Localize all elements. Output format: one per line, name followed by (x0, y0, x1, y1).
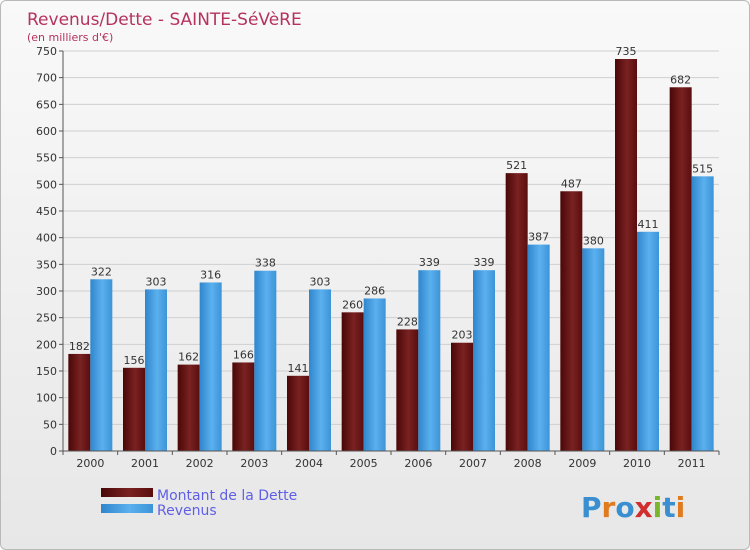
bar-dette (68, 353, 91, 451)
x-tick-label: 2010 (623, 457, 651, 470)
y-tick-label: 350 (36, 258, 57, 271)
y-tick-label: 0 (50, 445, 57, 458)
y-tick-label: 200 (36, 338, 57, 351)
grid-lines (63, 50, 719, 452)
y-tick-label: 550 (36, 152, 57, 165)
bar-dette (287, 375, 309, 451)
bar-dette (123, 367, 145, 451)
value-label: 322 (91, 265, 112, 278)
bar-dette (560, 191, 583, 451)
bar-revenus (691, 176, 714, 452)
x-tick-label: 2001 (131, 457, 159, 470)
y-tick-label: 50 (43, 418, 57, 431)
bar-dette (396, 329, 419, 451)
value-label: 303 (146, 275, 167, 288)
x-tick-label: 2004 (295, 457, 323, 470)
x-tick-label: 2006 (404, 457, 432, 470)
y-tick-label: 500 (36, 178, 57, 191)
value-label: 339 (419, 256, 440, 269)
bar-revenus (527, 244, 550, 451)
bar-revenus (637, 231, 659, 451)
bar-dette (232, 362, 255, 451)
chart-subtitle: (en milliers d'€) (27, 31, 113, 44)
bar-dette (615, 59, 637, 451)
y-tick-label: 450 (36, 205, 57, 218)
bar-dette (669, 87, 692, 452)
y-tick-label: 700 (36, 72, 57, 85)
value-label: 515 (692, 162, 713, 175)
value-label: 303 (310, 275, 331, 288)
x-tick-label: 2003 (240, 457, 268, 470)
y-tick-label: 600 (36, 125, 57, 138)
bar-dette (451, 342, 473, 451)
x-tick-label: 2005 (350, 457, 378, 470)
bar-revenus (254, 270, 277, 451)
legend-label-debt: Montant de la Dette (157, 488, 297, 504)
y-tick-label: 100 (36, 392, 57, 405)
value-label: 380 (583, 234, 604, 247)
x-axis: 2000 2001 2002 2003 2004 2005 2006 2007 2008 2009… (62, 450, 720, 470)
x-tick-label: 2002 (186, 457, 214, 470)
legend-swatch-debt (101, 488, 153, 497)
value-label: 735 (616, 45, 637, 58)
value-label: 286 (364, 284, 385, 297)
value-label: 521 (506, 159, 527, 172)
y-axis: 0 50 100 150 200 250 300 350 400 450 500 550 600 650 7… (36, 45, 64, 458)
value-label: 182 (69, 340, 90, 353)
value-label: 411 (638, 218, 659, 231)
bar-revenus (199, 282, 222, 451)
value-label: 162 (178, 351, 199, 364)
bar-dette (177, 364, 200, 451)
x-tick-label: 2011 (678, 457, 706, 470)
legend: Montant de la Dette Revenus (101, 488, 297, 519)
x-tick-label: 2007 (459, 457, 487, 470)
value-label: 203 (452, 329, 473, 342)
bar-revenus (582, 248, 605, 451)
bar-revenus (145, 289, 167, 451)
value-label: 487 (561, 177, 582, 190)
x-tick-label: 2008 (514, 457, 542, 470)
legend-label-revenus: Revenus (157, 503, 217, 519)
value-label: 387 (528, 231, 549, 244)
value-label: 166 (233, 348, 254, 361)
bar-revenus (90, 279, 113, 451)
value-label: 156 (124, 354, 145, 367)
y-tick-label: 400 (36, 232, 57, 245)
x-tick-label: 2009 (568, 457, 596, 470)
bar-dette (505, 173, 528, 451)
value-label: 316 (200, 268, 221, 281)
y-tick-label: 250 (36, 312, 57, 325)
bar-revenus (473, 270, 495, 451)
y-tick-label: 150 (36, 365, 57, 378)
value-label: 339 (474, 256, 495, 269)
bars-group (68, 59, 714, 452)
legend-swatch-revenus (101, 504, 153, 513)
proxiti-logo: Proxiti (581, 491, 685, 524)
y-tick-label: 750 (36, 45, 57, 58)
bar-dette (341, 312, 364, 451)
value-label: 228 (397, 315, 418, 328)
y-tick-label: 300 (36, 285, 57, 298)
chart-title: Revenus/Dette - SAINTE-SéVèRE (27, 10, 302, 30)
bar-revenus (363, 298, 386, 451)
bar-revenus (418, 270, 441, 451)
bar-revenus (309, 289, 331, 451)
x-tick-label: 2000 (76, 457, 104, 470)
value-label: 141 (288, 362, 309, 375)
value-label: 338 (255, 257, 276, 270)
value-label: 682 (670, 73, 691, 86)
value-label: 260 (342, 298, 363, 311)
y-tick-label: 650 (36, 98, 57, 111)
